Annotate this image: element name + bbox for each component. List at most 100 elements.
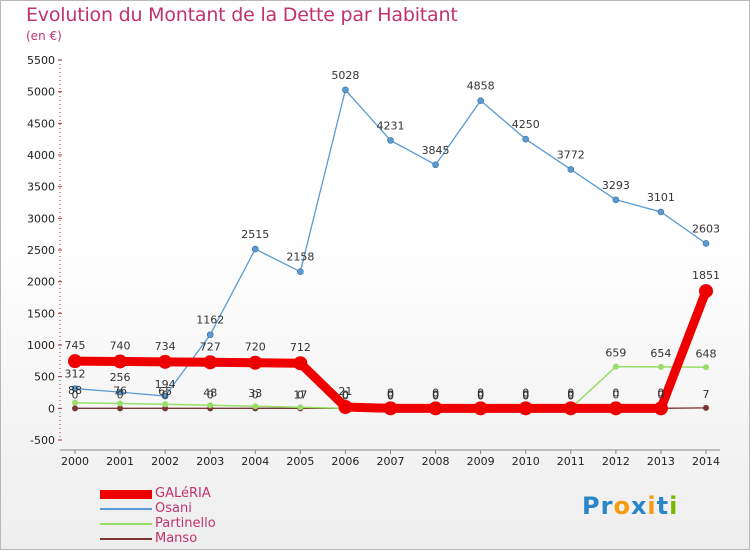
data-label: 0 <box>522 386 529 399</box>
series-1 <box>71 86 710 400</box>
y-tick-label: 3500 <box>27 181 55 194</box>
x-tick-label: 2004 <box>241 455 269 468</box>
data-point <box>383 401 398 416</box>
chart-axes: -500 0 500 1000 1500 2000 2500 3000 3500 4000 4500… <box>27 54 720 468</box>
data-label: 0 <box>477 386 484 399</box>
data-point <box>113 354 128 369</box>
data-point <box>72 399 78 406</box>
data-label: 0 <box>387 386 394 399</box>
data-point <box>432 161 439 169</box>
data-label: 0 <box>432 386 439 399</box>
data-point <box>702 240 710 247</box>
data-point <box>338 400 353 415</box>
legend-swatch <box>100 538 152 540</box>
data-point <box>518 401 533 416</box>
y-tick-label: 2500 <box>27 244 55 257</box>
data-label: 734 <box>155 340 176 353</box>
y-tick-label: 1000 <box>27 339 55 352</box>
x-tick-label: 2009 <box>467 455 495 468</box>
logo-letter: r <box>600 492 614 520</box>
data-label: 740 <box>110 339 131 352</box>
data-label: 0 <box>522 389 529 402</box>
legend-swatch <box>100 508 152 510</box>
data-label: 0 <box>162 388 169 401</box>
data-label: 648 <box>696 347 717 360</box>
data-point <box>612 196 620 204</box>
x-tick-label: 2013 <box>647 455 675 468</box>
y-tick-label: -500 <box>30 434 55 447</box>
chart-title: Evolution du Montant de la Dette par Hab… <box>26 4 458 26</box>
data-point <box>206 331 214 339</box>
data-label: 76 <box>113 385 127 398</box>
data-point <box>522 135 530 143</box>
data-label: 0 <box>342 388 349 401</box>
legend-label: Manso <box>155 531 198 546</box>
data-point <box>703 404 709 411</box>
data-label: 745 <box>65 339 86 352</box>
proxiti-logo: Proxiti <box>582 492 678 520</box>
x-tick-label: 2005 <box>286 455 314 468</box>
y-tick-label: 2000 <box>27 276 55 289</box>
data-label: 3293 <box>602 179 630 192</box>
data-point <box>116 388 124 396</box>
data-point <box>477 97 484 104</box>
data-point <box>428 401 443 416</box>
logo-letter: x <box>630 492 648 520</box>
y-tick-label: 0 <box>48 402 55 415</box>
data-point <box>162 405 169 412</box>
data-label: 17 <box>293 388 307 401</box>
data-label: 0 <box>477 388 484 401</box>
data-label: 0 <box>117 388 124 401</box>
data-label: 88 <box>68 384 82 397</box>
data-point <box>297 404 304 411</box>
data-point <box>162 401 169 408</box>
data-point <box>703 364 709 371</box>
x-tick-label: 2003 <box>196 455 224 468</box>
legend-item: Osani <box>100 501 300 516</box>
data-label: 0 <box>297 388 304 401</box>
data-label: 7 <box>703 388 710 401</box>
data-label: 4858 <box>467 80 495 93</box>
data-label: 4250 <box>512 118 540 131</box>
data-point <box>608 401 623 416</box>
data-point <box>567 166 575 173</box>
data-point <box>342 86 349 94</box>
data-label: 0 <box>522 388 529 401</box>
legend-item: GALéRIA <box>100 486 300 501</box>
data-point <box>657 208 665 216</box>
legend-item: Manso <box>100 531 300 546</box>
legend-item: Partinello <box>100 516 300 531</box>
data-point <box>252 403 259 410</box>
data-point <box>68 354 82 369</box>
data-point <box>72 405 78 412</box>
x-tick-label: 2000 <box>61 455 89 468</box>
series-0 <box>68 284 713 416</box>
data-label: 312 <box>65 368 86 381</box>
logo-letter: t <box>656 492 670 520</box>
data-label: 712 <box>290 341 311 354</box>
data-label: 0 <box>207 388 214 401</box>
series-layer <box>68 86 713 416</box>
data-point <box>387 137 394 144</box>
legend-label: Partinello <box>155 516 216 531</box>
data-label: 0 <box>387 388 394 401</box>
x-tick-label: 2002 <box>151 455 179 468</box>
data-label: 4231 <box>377 119 405 132</box>
data-label: 0 <box>72 388 79 401</box>
logo-letter: i <box>669 492 679 520</box>
y-tick-label: 5000 <box>27 86 55 99</box>
data-label: 3772 <box>557 148 585 161</box>
x-tick-label: 2012 <box>602 455 630 468</box>
y-tick-label: 4500 <box>27 117 55 130</box>
data-label: 0 <box>477 389 484 402</box>
data-point <box>203 355 218 370</box>
data-point <box>563 401 578 416</box>
logo-letter: P <box>582 492 601 520</box>
data-label: 720 <box>245 341 266 354</box>
data-label: 0 <box>612 386 619 399</box>
legend: GALéRIA Osani Partinello Manso <box>100 486 300 546</box>
data-point <box>293 356 308 371</box>
data-point <box>207 402 214 409</box>
y-tick-label: 5500 <box>27 54 55 67</box>
